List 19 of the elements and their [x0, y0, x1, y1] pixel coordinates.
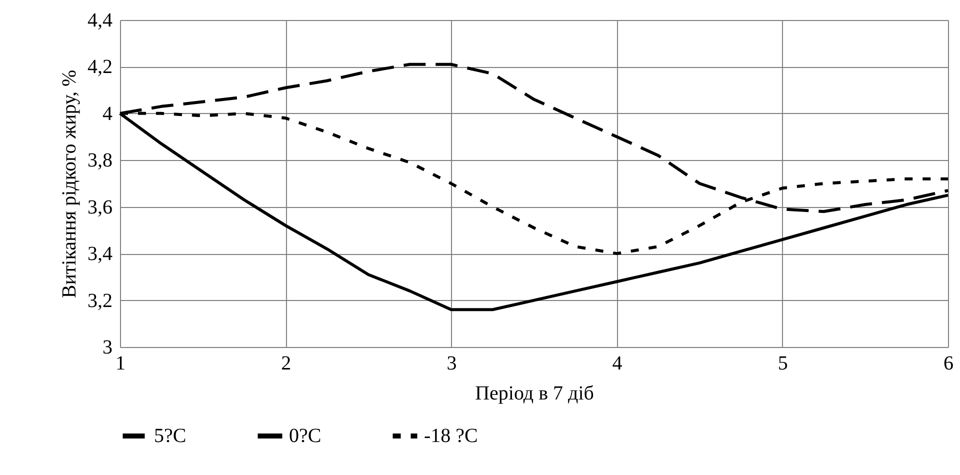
legend-label: -18 ?C: [424, 425, 478, 447]
x-tick-label: 2: [281, 352, 292, 374]
x-tick-label: 5: [778, 352, 788, 374]
y-tick-label: 4,4: [88, 10, 112, 32]
y-tick-label: 4,2: [88, 56, 112, 78]
x-tick-label: 3: [446, 352, 457, 374]
y-tick-label: 3: [102, 336, 112, 358]
x-tick-label: 4: [612, 352, 622, 374]
y-tick-label: 3,2: [88, 290, 112, 312]
x-axis-title: Період в 7 діб: [475, 382, 594, 404]
y-tick-label: 3,8: [88, 150, 112, 172]
legend-label: 0?C: [289, 425, 322, 447]
legend-label: 5?C: [154, 425, 186, 447]
y-tick-label: 4: [102, 102, 112, 125]
x-tick-label: 6: [944, 352, 954, 374]
y-axis-title: Витікання рідкого жиру, %: [58, 70, 80, 298]
x-tick-label: 1: [116, 352, 126, 374]
y-tick-label: 3,4: [88, 243, 112, 266]
y-tick-label: 3,6: [88, 196, 112, 218]
